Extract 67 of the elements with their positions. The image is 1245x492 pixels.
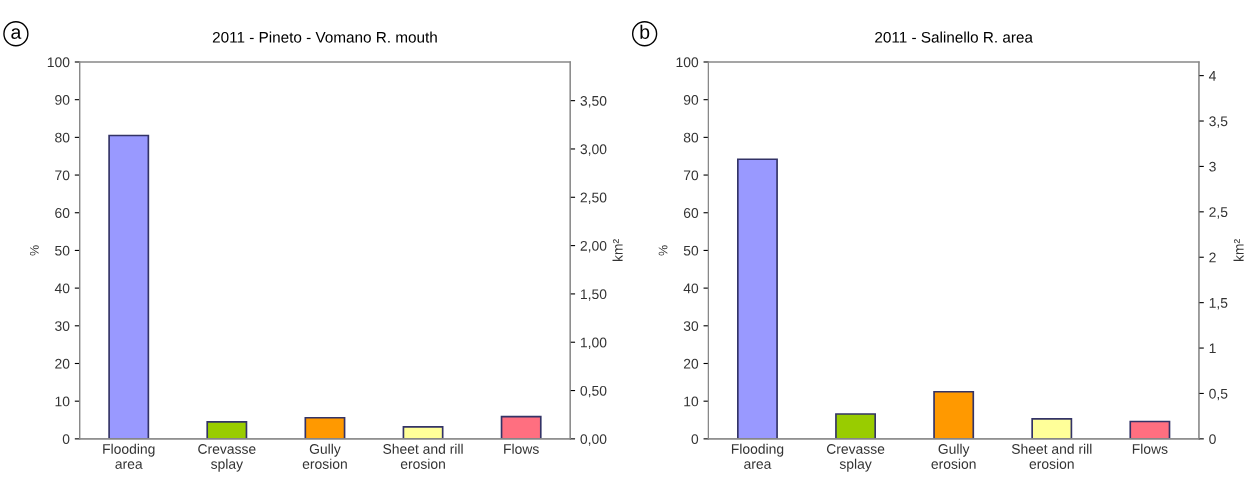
y2-tick-label: 1,5 [1209, 298, 1228, 310]
bar [402, 425, 444, 439]
x-tick-label: Gully erosion [302, 443, 347, 469]
text: b [640, 24, 650, 39]
y-tick-label: 50 [55, 245, 70, 256]
y2-tick-label: 1,50 [580, 289, 607, 301]
bar [108, 134, 150, 439]
x-tick-label: Crevasse splay [198, 444, 256, 472]
y-tick-label: 70 [55, 170, 70, 181]
bar [206, 421, 248, 439]
y-tick-label: 20 [683, 358, 699, 369]
y-tick-label: 0 [691, 434, 699, 445]
y-tick-label: 20 [55, 358, 70, 369]
x-tick-label: Crevasse splay [826, 444, 885, 472]
bar [304, 416, 346, 439]
y2-tick-label: 2,50 [580, 192, 607, 205]
y2-tick-label: 3,50 [580, 95, 607, 108]
y2-tick-label: 3,00 [580, 144, 607, 156]
y2-tick-label: 0,00 [580, 434, 607, 446]
y2-tick-label: 3,5 [1209, 116, 1228, 128]
y-tick-label: 30 [683, 321, 699, 331]
y2-tick-label: 2,00 [580, 240, 607, 253]
y-tick-label: 30 [55, 321, 70, 331]
y-tick-label: 80 [55, 132, 70, 143]
bar [1129, 420, 1171, 439]
x-tick-label: Flooding area [731, 443, 784, 469]
chart-title: 2011 - Salinello R. area [875, 31, 1033, 43]
y-tick-label: 90 [55, 95, 70, 105]
bar [933, 390, 975, 439]
y2-axis-title: km² [612, 239, 623, 262]
y2-tick-label: 2,5 [1209, 207, 1228, 219]
y2-tick-label: 0,5 [1209, 388, 1228, 401]
x-tick-label: Flows [504, 443, 539, 454]
y2-tick-label: 3 [1209, 161, 1216, 172]
y-tick-label: 10 [684, 396, 699, 407]
x-tick-label: Sheet and rill erosion [1011, 443, 1092, 469]
x-tick-label: Flooding area [103, 443, 155, 469]
y-axis-title: % [658, 245, 668, 256]
y2-tick-label: 2 [1209, 252, 1216, 263]
bar [1031, 418, 1073, 439]
bar [737, 158, 778, 439]
y-tick-label: 90 [683, 95, 699, 105]
y-tick-label: 100 [47, 57, 70, 68]
chart-title: 2011 - Pineto - Vomano R. mouth [212, 31, 437, 43]
y-tick-label: 0 [62, 434, 70, 445]
y-tick-label: 40 [683, 283, 699, 294]
x-tick-label: Flows [1132, 443, 1168, 454]
y-tick-label: 70 [683, 170, 699, 181]
y-tick-label: 60 [683, 208, 699, 218]
y-axis-title: % [29, 245, 39, 256]
bar [500, 415, 542, 439]
bar [835, 413, 877, 439]
y-tick-label: 50 [683, 245, 699, 256]
x-tick-label: Sheet and rill erosion [383, 443, 463, 469]
x-tick-label: Gully erosion [931, 443, 976, 469]
text: a [11, 28, 22, 39]
y-tick-label: 80 [683, 132, 699, 143]
y2-tick-label: 0,50 [580, 385, 607, 398]
y-tick-label: 100 [676, 57, 699, 68]
y2-axis-title: km² [1233, 239, 1244, 262]
y2-tick-label: 4 [1208, 71, 1216, 81]
y-tick-label: 60 [55, 208, 70, 218]
y2-tick-label: 0 [1209, 434, 1216, 445]
y2-tick-label: 1 [1209, 343, 1216, 354]
y-tick-label: 10 [55, 396, 70, 407]
y2-tick-label: 1,00 [580, 337, 607, 350]
y-tick-label: 40 [54, 283, 70, 294]
